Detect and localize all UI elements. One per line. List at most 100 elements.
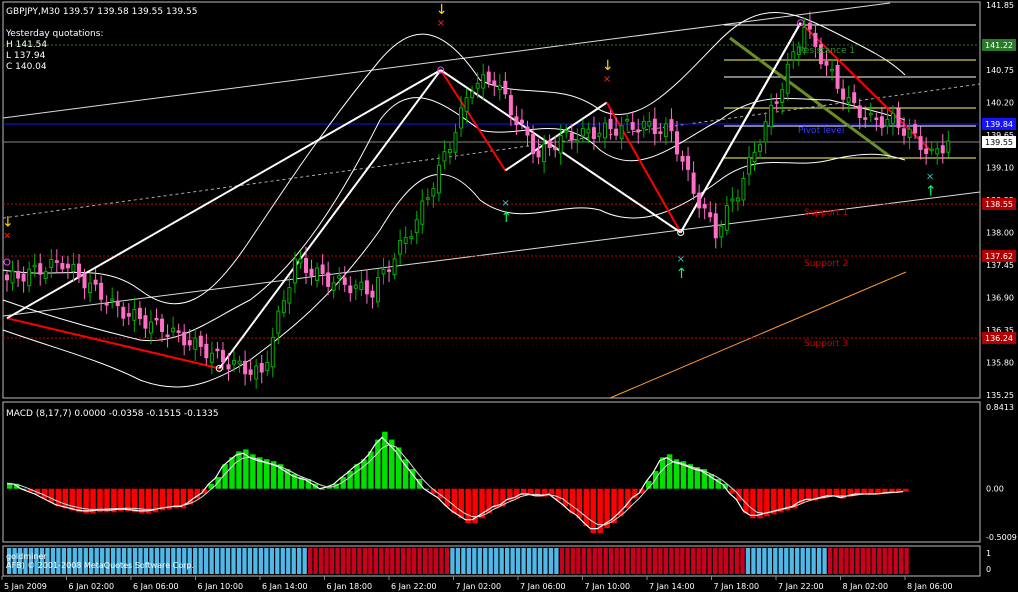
- macd-bar: [402, 459, 409, 489]
- indicator-bar: [800, 548, 805, 574]
- indicator-bar: [882, 548, 887, 574]
- yesterday-title: Yesterday quotations:: [5, 29, 103, 39]
- indicator-bar: [822, 548, 827, 574]
- macd-bar: [889, 488, 895, 493]
- indicator-bar: [165, 548, 170, 574]
- green-trend-line: [729, 36, 893, 160]
- indicator-bar: [258, 548, 264, 574]
- candle-body: [459, 107, 464, 129]
- macd-bar: [257, 457, 263, 489]
- macd-tick-label: 0.8413: [986, 403, 1014, 412]
- indicator-bar: [784, 548, 789, 574]
- macd-bar: [722, 483, 728, 489]
- indicator-bar: [313, 548, 318, 574]
- indicator-bar: [351, 548, 357, 574]
- indicator-bar: [745, 548, 751, 574]
- macd-bar: [708, 473, 715, 489]
- candle-body: [126, 313, 131, 317]
- indicator-bar: [89, 548, 94, 574]
- macd-bar: [472, 488, 478, 524]
- indicator-bar: [406, 548, 411, 574]
- indicator-bar: [204, 548, 209, 574]
- candle-body: [841, 88, 846, 100]
- candle-body: [337, 275, 342, 279]
- indicator-bar: [318, 548, 324, 574]
- indicator-bar: [877, 548, 882, 574]
- candle-body: [586, 128, 591, 134]
- yesterday-high: H 141.54: [6, 40, 47, 50]
- macd-bar: [125, 488, 131, 512]
- price-tag-box: [982, 118, 1016, 130]
- candle-body: [16, 270, 21, 279]
- candle-body: [918, 136, 923, 150]
- macd-bar: [548, 488, 555, 495]
- candle-body: [680, 155, 685, 162]
- indicator-bar: [614, 548, 619, 574]
- candle-body: [503, 80, 508, 95]
- swing-low-circle-icon: [677, 229, 685, 236]
- pivot-label: Pivot level: [798, 126, 844, 136]
- down-arrow-icon: ↓: [2, 215, 14, 231]
- macd-bar: [583, 488, 589, 527]
- indicator-bar: [866, 548, 871, 574]
- macd-bar: [90, 488, 96, 514]
- candle-body: [852, 92, 857, 104]
- macd-bar: [805, 488, 812, 501]
- indicator-bar: [494, 548, 499, 574]
- up-arrow-icon: ↑: [925, 183, 937, 199]
- indicator-bar: [395, 548, 400, 574]
- indicator-bar: [576, 548, 581, 574]
- indicator-bar: [329, 548, 335, 574]
- candle-body: [708, 212, 713, 218]
- indicator-bar: [871, 548, 876, 574]
- indicator-bar: [543, 548, 548, 574]
- macd-bar: [194, 488, 200, 499]
- indicator-bar: [838, 548, 844, 574]
- indicator-bar: [275, 548, 280, 574]
- candle-body: [874, 117, 879, 121]
- candle-body: [807, 22, 812, 30]
- candle-body: [10, 270, 15, 284]
- macd-bar: [826, 488, 833, 497]
- candle-body: [254, 365, 259, 380]
- price-tag-box: [982, 39, 1016, 51]
- macd-bar: [389, 439, 395, 489]
- indicator-bar: [663, 548, 668, 574]
- indicator-bar: [335, 548, 340, 574]
- price-tick-label: 135.80: [986, 359, 1014, 368]
- panel-frame-2: [2, 401, 981, 543]
- indicator-bar: [417, 548, 422, 574]
- price-tick-label: 139.10: [986, 164, 1014, 173]
- candle-body: [486, 71, 491, 83]
- macd-bar: [132, 488, 138, 513]
- indicator-bar: [685, 548, 690, 574]
- time-tick-label: 7 Jan 18:00: [714, 582, 760, 591]
- candle-body: [924, 148, 929, 154]
- zigzag-segment: [799, 22, 931, 151]
- indicator-bar: [7, 548, 12, 574]
- indicator-bar: [521, 548, 526, 574]
- candle-body: [824, 61, 829, 66]
- candle-body: [315, 267, 320, 281]
- swing-high-circle-icon: [3, 258, 11, 266]
- indicator-bar: [110, 548, 116, 574]
- macd-bar: [715, 478, 721, 489]
- indicator-bar: [242, 548, 247, 574]
- bottom-tick-label: 0: [986, 565, 991, 574]
- macd-bar: [159, 488, 166, 511]
- macd-bar: [145, 488, 152, 514]
- indicator-bar: [691, 548, 696, 574]
- candle-body: [121, 306, 126, 319]
- time-tick-label: 6 Jan 14:00: [262, 582, 308, 591]
- candle-body: [348, 285, 353, 294]
- candle-body: [160, 318, 165, 332]
- candle-body: [553, 146, 558, 150]
- macd-bar: [729, 488, 735, 494]
- price-tick-label: 138.00: [986, 229, 1014, 238]
- macd-bar: [882, 488, 888, 494]
- zigzag-segment: [605, 102, 682, 233]
- candle-body: [71, 263, 76, 273]
- candle-body: [603, 122, 608, 139]
- macd-bar: [632, 488, 638, 499]
- time-tick-label: 7 Jan 22:00: [778, 582, 824, 591]
